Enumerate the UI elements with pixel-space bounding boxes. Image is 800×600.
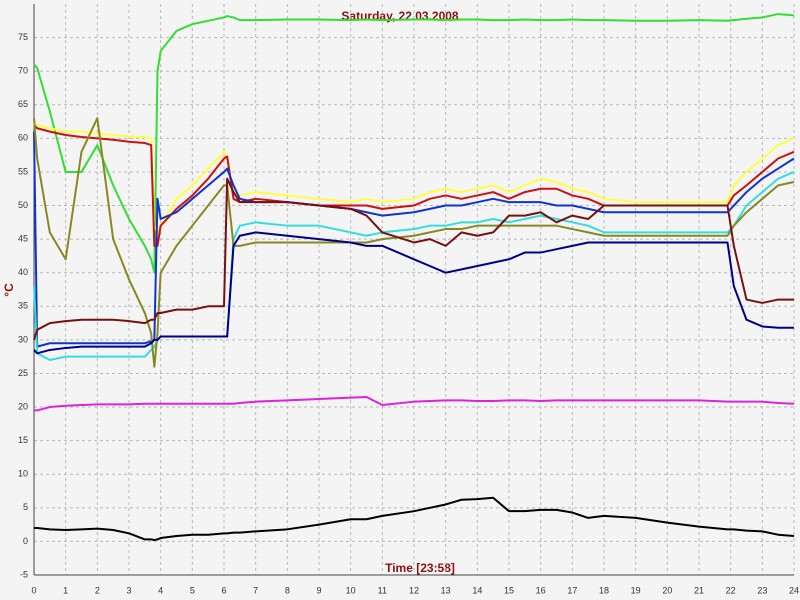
x-tick-label: 5 xyxy=(190,585,195,595)
x-tick-label: 24 xyxy=(789,585,799,595)
x-tick-label: 11 xyxy=(378,585,387,595)
x-tick-label: 14 xyxy=(472,585,482,595)
x-tick-label: 16 xyxy=(536,585,546,595)
y-tick-label: 55 xyxy=(18,166,28,176)
series-line xyxy=(33,231,794,355)
y-tick-label: 65 xyxy=(18,99,28,109)
x-axis-label: Time [23:58] xyxy=(385,561,455,575)
y-tick-label: 10 xyxy=(18,469,28,479)
x-tick-label: 15 xyxy=(504,585,514,595)
x-tick-label: 19 xyxy=(631,585,641,595)
y-tick-label: 75 xyxy=(18,32,28,42)
x-tick-label: 4 xyxy=(158,585,163,595)
series-line xyxy=(34,123,795,234)
y-tick-label: 35 xyxy=(18,301,28,311)
x-tick-label: 3 xyxy=(126,585,131,595)
chart-title: Saturday, 22.03.2008 xyxy=(341,9,459,23)
y-tick-label: 30 xyxy=(18,334,28,344)
y-tick-label: 20 xyxy=(18,401,28,411)
y-tick-label: 50 xyxy=(18,200,28,210)
x-tick-label: 1 xyxy=(63,585,68,595)
series-line xyxy=(33,13,795,274)
series-line xyxy=(34,496,795,542)
x-tick-label: 2 xyxy=(95,585,100,595)
series-line xyxy=(33,171,795,362)
x-tick-label: 21 xyxy=(694,585,704,595)
series-line xyxy=(33,117,795,368)
x-tick-label: 13 xyxy=(441,585,451,595)
x-tick-label: 12 xyxy=(409,585,419,595)
y-axis-label: °C xyxy=(2,283,16,297)
x-tick-label: 7 xyxy=(253,585,258,595)
series-line xyxy=(34,395,795,412)
y-tick-label: 60 xyxy=(18,133,28,143)
x-tick-label: 6 xyxy=(221,585,226,595)
series-line xyxy=(33,131,795,348)
y-tick-label: 40 xyxy=(18,267,28,277)
y-tick-label: -5 xyxy=(20,569,28,579)
x-tick-label: 23 xyxy=(757,585,767,595)
y-tick-label: 70 xyxy=(18,66,28,76)
y-tick-label: 15 xyxy=(18,435,28,445)
y-tick-label: 45 xyxy=(18,233,28,243)
y-tick-label: 25 xyxy=(18,368,28,378)
x-tick-label: 18 xyxy=(599,585,609,595)
x-tick-label: 9 xyxy=(316,585,321,595)
x-tick-label: 10 xyxy=(346,585,356,595)
x-tick-label: 0 xyxy=(31,585,36,595)
x-tick-label: 17 xyxy=(567,585,577,595)
y-tick-label: 5 xyxy=(23,502,28,512)
y-tick-label: 0 xyxy=(23,536,28,546)
x-tick-label: 8 xyxy=(285,585,290,595)
x-tick-label: 20 xyxy=(662,585,672,595)
x-tick-label: 22 xyxy=(726,585,736,595)
series-line xyxy=(33,177,794,341)
